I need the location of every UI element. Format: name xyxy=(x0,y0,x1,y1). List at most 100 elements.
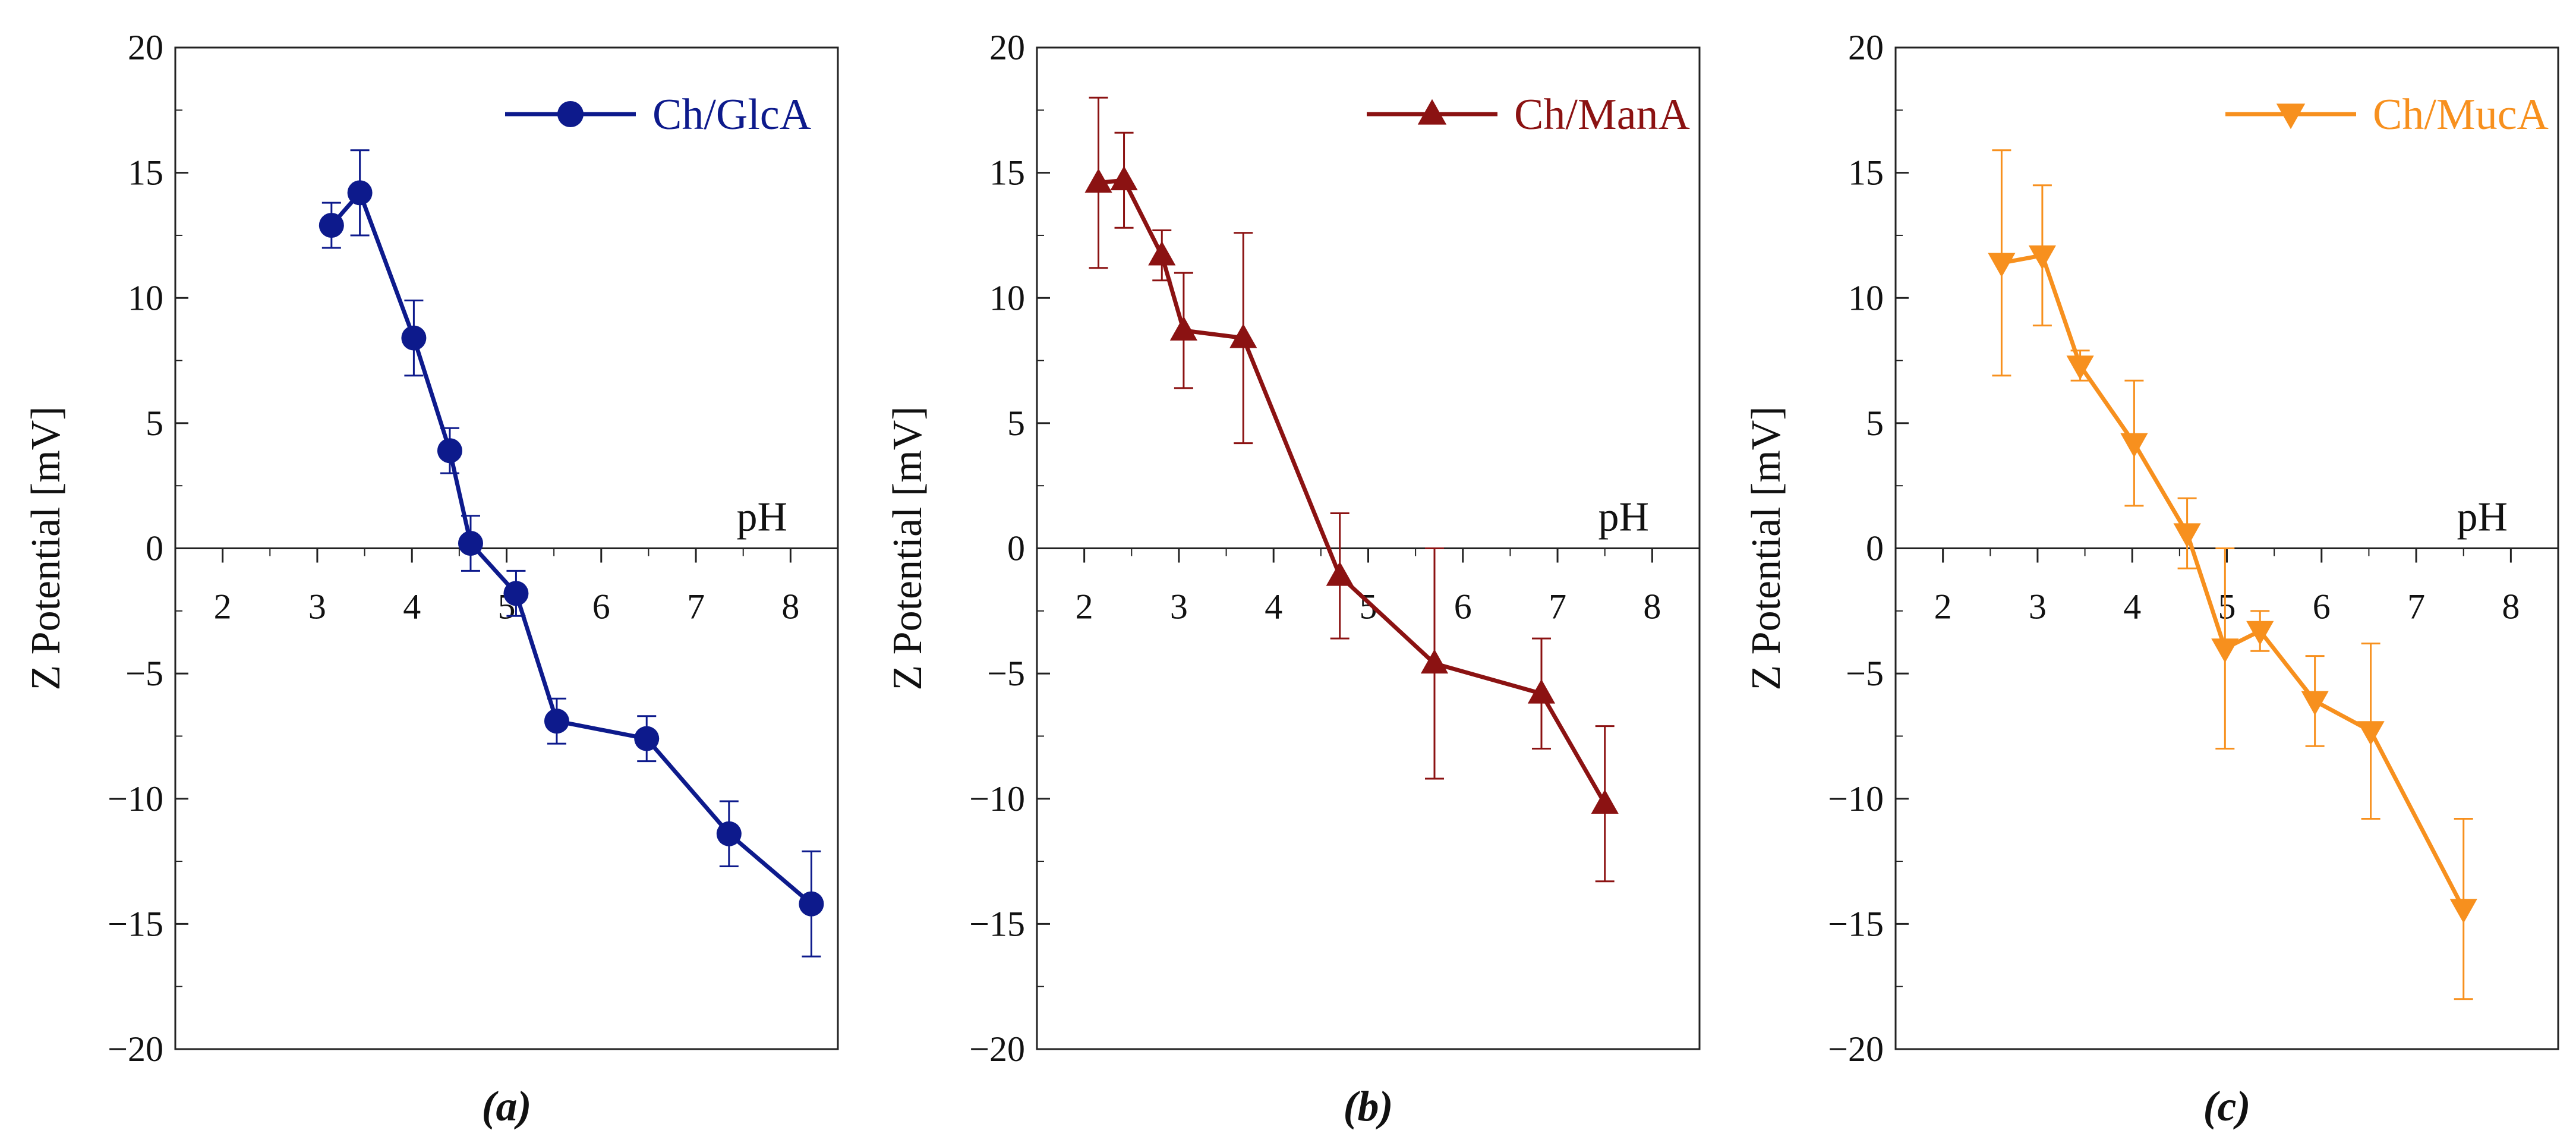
y-tick-label: 15 xyxy=(989,153,1025,193)
data-point xyxy=(1110,166,1138,191)
data-point xyxy=(1591,789,1619,814)
data-point xyxy=(1988,253,2016,278)
panel-label: (b) xyxy=(1344,1082,1393,1130)
y-tick-label: 0 xyxy=(1866,529,1884,568)
series-Ch/MucA xyxy=(1988,149,2477,1000)
y-tick-label: 20 xyxy=(128,28,163,67)
x-tick-label: 4 xyxy=(2123,587,2141,626)
panel-3: −20 −15 −10 −5 0 5 10 15 20 2 3 4 5 6 7 8 pH Z Potential … xyxy=(1743,28,2559,1130)
series-line xyxy=(2001,253,2465,910)
data-point xyxy=(634,726,660,751)
y-tick-label: −20 xyxy=(1828,1029,1884,1069)
data-point xyxy=(1326,561,1354,586)
data-point xyxy=(2028,245,2056,270)
data-point xyxy=(2301,691,2329,716)
x-tick-label: 3 xyxy=(2029,587,2047,626)
data-point xyxy=(1229,323,1257,348)
data-point xyxy=(2211,638,2239,663)
y-tick-label: 20 xyxy=(1848,28,1884,67)
x-axis-title: pH xyxy=(736,495,787,540)
data-point xyxy=(1148,241,1176,266)
data-point xyxy=(347,180,373,206)
y-tick-label: 10 xyxy=(1848,278,1884,317)
data-point xyxy=(458,531,483,556)
y-tick-label: −10 xyxy=(1828,779,1884,818)
y-tick-label: −20 xyxy=(108,1029,163,1069)
data-point xyxy=(2357,721,2385,746)
x-tick-label: 6 xyxy=(2313,587,2331,626)
x-tick-label: 7 xyxy=(687,587,705,626)
x-tick-label: 8 xyxy=(1643,587,1661,626)
x-tick-label: 3 xyxy=(1170,587,1188,626)
panel-label: (a) xyxy=(482,1082,532,1130)
x-tick-label: 8 xyxy=(2502,587,2520,626)
y-axis-title: Z Potential [mV] xyxy=(23,406,69,690)
data-point xyxy=(716,821,742,846)
x-axis-title: pH xyxy=(1598,495,1649,540)
legend-label: Ch/GlcA xyxy=(652,90,811,139)
y-tick-label: −20 xyxy=(969,1029,1025,1069)
series-line xyxy=(330,190,813,906)
y-axis-title: Z Potential [mV] xyxy=(1743,406,1789,690)
y-tick-label: −15 xyxy=(108,904,163,943)
legend-label: Ch/MucA xyxy=(2373,90,2549,139)
x-tick-label: 7 xyxy=(2407,587,2425,626)
y-axis-title: Z Potential [mV] xyxy=(885,406,931,690)
data-point xyxy=(401,325,427,351)
x-tick-label: 5 xyxy=(2218,587,2236,626)
data-point xyxy=(437,438,462,464)
legend-label: Ch/ManA xyxy=(1514,90,1690,139)
data-point xyxy=(503,581,529,606)
y-tick-label: −5 xyxy=(1846,654,1884,693)
data-point xyxy=(799,891,824,917)
y-tick-label: −5 xyxy=(987,654,1025,693)
y-tick-label: 20 xyxy=(989,28,1025,67)
x-tick-label: 2 xyxy=(214,587,232,626)
x-tick-label: 4 xyxy=(1265,587,1282,626)
data-point xyxy=(1084,168,1112,193)
y-tick-label: −15 xyxy=(969,904,1025,943)
legend-marker xyxy=(557,101,584,127)
x-tick-label: 8 xyxy=(781,587,799,626)
y-tick-label: −15 xyxy=(1828,904,1884,943)
y-tick-label: 0 xyxy=(1007,529,1025,568)
y-tick-label: 10 xyxy=(989,278,1025,317)
legend-marker xyxy=(2276,103,2306,130)
data-point xyxy=(1527,679,1556,704)
x-tick-label: 6 xyxy=(592,587,610,626)
data-point xyxy=(2173,523,2201,548)
panel-label: (c) xyxy=(2203,1082,2251,1130)
y-tick-label: −10 xyxy=(108,779,163,818)
series-Ch/GlcA xyxy=(319,149,824,958)
y-tick-label: 10 xyxy=(128,278,163,317)
y-tick-label: −5 xyxy=(125,654,163,693)
y-tick-label: 5 xyxy=(1007,404,1025,443)
data-point xyxy=(2120,433,2148,458)
data-point xyxy=(319,213,344,238)
y-tick-label: 5 xyxy=(146,404,163,443)
y-tick-label: 15 xyxy=(1848,153,1884,193)
x-tick-label: 2 xyxy=(1076,587,1093,626)
data-point xyxy=(1420,649,1449,674)
x-tick-label: 6 xyxy=(1454,587,1472,626)
x-tick-label: 4 xyxy=(403,587,421,626)
x-axis-title: pH xyxy=(2457,495,2508,540)
data-point xyxy=(544,709,569,734)
data-point xyxy=(1169,316,1197,341)
data-point xyxy=(2449,899,2477,924)
data-point xyxy=(2066,355,2094,380)
x-tick-label: 3 xyxy=(308,587,326,626)
y-tick-label: −10 xyxy=(969,779,1025,818)
x-tick-label: 2 xyxy=(1934,587,1952,626)
data-point xyxy=(2246,621,2274,646)
y-tick-label: 0 xyxy=(146,529,163,568)
y-tick-label: 15 xyxy=(128,153,163,193)
x-tick-label: 7 xyxy=(1549,587,1566,626)
legend-marker xyxy=(1417,99,1447,125)
series-Ch/ManA xyxy=(1084,96,1619,883)
y-tick-label: 5 xyxy=(1866,404,1884,443)
